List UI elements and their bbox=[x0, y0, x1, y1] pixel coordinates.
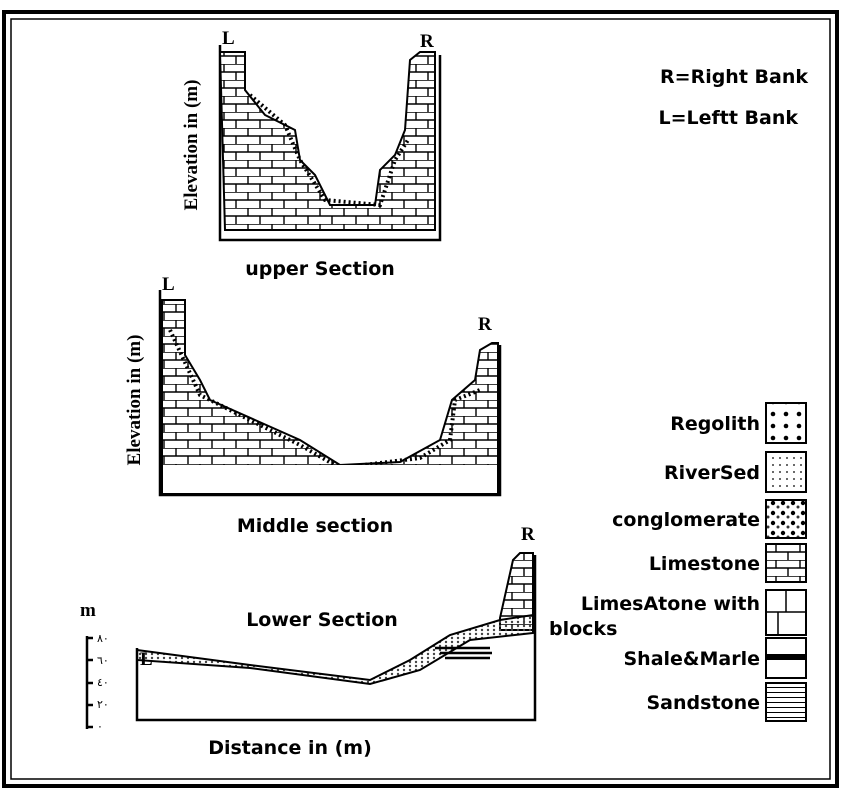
section-title: Lower Section bbox=[246, 609, 398, 631]
lower-section: L R Lower Section Distance in (m) bbox=[137, 524, 535, 759]
legend-swatch bbox=[766, 544, 806, 582]
right-label: R bbox=[478, 314, 492, 335]
upper-section: L R Elevation in (m) upper Section bbox=[181, 28, 440, 280]
legend-label: Shale&Marle bbox=[624, 648, 761, 670]
legend-label: Limestone bbox=[649, 553, 760, 575]
legend-swatch bbox=[766, 683, 806, 721]
section-title: Middle section bbox=[237, 515, 393, 537]
scale-bar: m ٨٠ ٦٠ ٤٠ ٢٠ ٠ bbox=[80, 600, 109, 733]
section-title: upper Section bbox=[245, 258, 395, 280]
scale-tick-label: ٤٠ bbox=[97, 676, 109, 689]
right-label: R bbox=[521, 524, 535, 545]
scale-unit: m bbox=[80, 600, 96, 621]
swatch-detail bbox=[766, 654, 806, 660]
scale-tick-label: ٢٠ bbox=[97, 698, 109, 711]
note: L=Leftt Bank bbox=[658, 107, 798, 129]
note: R=Right Bank bbox=[660, 66, 808, 88]
x-axis-label: Distance in (m) bbox=[208, 737, 372, 759]
legend-swatch bbox=[766, 500, 806, 538]
right-label: R bbox=[420, 31, 434, 52]
legend: Regolith RiverSed conglomerate Limestone Lim… bbox=[549, 403, 806, 721]
diagram: R=Right Bank L=Leftt Bank L R Elevation … bbox=[0, 0, 841, 790]
y-axis-label: Elevation in (m) bbox=[181, 80, 202, 211]
legend-label: Regolith bbox=[670, 413, 760, 435]
left-label: L bbox=[162, 274, 175, 295]
scale-tick-label: ٦٠ bbox=[97, 654, 109, 667]
left-label: L bbox=[222, 28, 235, 49]
middle-section: L R Elevation in (m) Middle section bbox=[124, 274, 500, 537]
legend-label: Sandstone bbox=[647, 692, 761, 714]
scale-tick-label: ٠ bbox=[97, 720, 103, 733]
scale-tick-label: ٨٠ bbox=[97, 632, 109, 645]
legend-label: RiverSed bbox=[664, 462, 760, 484]
left-label: L bbox=[140, 649, 153, 670]
legend-swatch bbox=[766, 452, 806, 492]
legend-swatch bbox=[766, 403, 806, 443]
legend-label: conglomerate bbox=[612, 509, 760, 531]
y-axis-label: Elevation in (m) bbox=[124, 335, 145, 466]
